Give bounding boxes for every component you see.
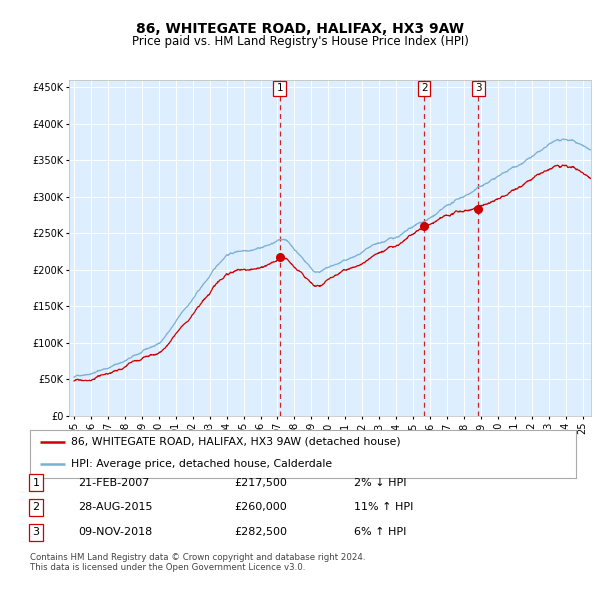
Text: 86, WHITEGATE ROAD, HALIFAX, HX3 9AW (detached house): 86, WHITEGATE ROAD, HALIFAX, HX3 9AW (de… <box>71 437 401 447</box>
Text: Price paid vs. HM Land Registry's House Price Index (HPI): Price paid vs. HM Land Registry's House … <box>131 35 469 48</box>
Text: 28-AUG-2015: 28-AUG-2015 <box>78 503 152 512</box>
Text: 1: 1 <box>32 478 40 487</box>
Text: HPI: Average price, detached house, Calderdale: HPI: Average price, detached house, Cald… <box>71 460 332 470</box>
Text: £282,500: £282,500 <box>234 527 287 537</box>
Text: 2: 2 <box>421 83 428 93</box>
Text: £217,500: £217,500 <box>234 478 287 487</box>
Text: 21-FEB-2007: 21-FEB-2007 <box>78 478 149 487</box>
Text: 3: 3 <box>32 527 40 537</box>
Text: This data is licensed under the Open Government Licence v3.0.: This data is licensed under the Open Gov… <box>30 563 305 572</box>
Text: 1: 1 <box>277 83 283 93</box>
Text: 09-NOV-2018: 09-NOV-2018 <box>78 527 152 537</box>
Text: £260,000: £260,000 <box>234 503 287 512</box>
Text: 11% ↑ HPI: 11% ↑ HPI <box>354 503 413 512</box>
Text: Contains HM Land Registry data © Crown copyright and database right 2024.: Contains HM Land Registry data © Crown c… <box>30 553 365 562</box>
Text: 86, WHITEGATE ROAD, HALIFAX, HX3 9AW: 86, WHITEGATE ROAD, HALIFAX, HX3 9AW <box>136 22 464 37</box>
Text: 3: 3 <box>475 83 482 93</box>
Text: 2% ↓ HPI: 2% ↓ HPI <box>354 478 407 487</box>
Text: 2: 2 <box>32 503 40 512</box>
Text: 6% ↑ HPI: 6% ↑ HPI <box>354 527 406 537</box>
